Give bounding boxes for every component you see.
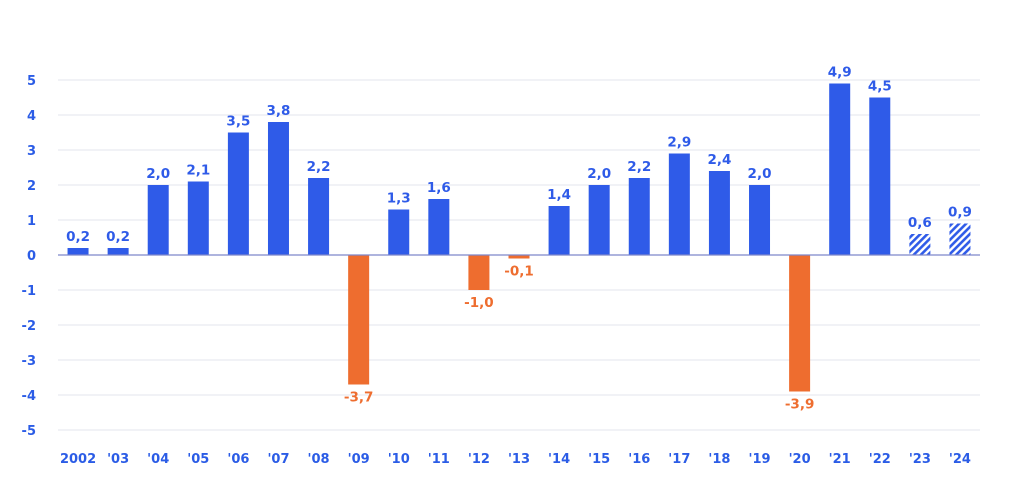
x-tick-label: '14 — [548, 452, 570, 467]
data-label: 0,2 — [66, 229, 90, 245]
x-tick-label: '22 — [869, 452, 891, 467]
y-tick-label: 4 — [27, 109, 36, 124]
data-label: 0,6 — [908, 215, 932, 231]
bar — [548, 206, 570, 255]
x-tick-label: '05 — [187, 452, 209, 467]
data-label: 2,2 — [627, 159, 651, 175]
data-label: 2,0 — [587, 166, 611, 182]
bar — [588, 185, 610, 255]
data-labels: 0,2 0,2 2,0 2,1 3,5 3,8 2,2 -3,7 1,3 1,6 -1,0 -0,1 1… — [66, 65, 972, 413]
y-tick-label: -3 — [22, 354, 36, 369]
data-label: 2,1 — [186, 163, 210, 179]
data-label: 1,3 — [387, 191, 411, 207]
bar — [428, 199, 450, 255]
x-tick-label: '10 — [388, 452, 410, 467]
bar — [628, 178, 650, 255]
x-tick-label: '18 — [708, 452, 730, 467]
bar — [267, 122, 289, 255]
x-tick-label: '21 — [829, 452, 851, 467]
x-tick-label: '08 — [308, 452, 330, 467]
bar — [949, 223, 971, 255]
data-label: 0,2 — [106, 229, 130, 245]
x-tick-label: '11 — [428, 452, 450, 467]
x-tick-label: '16 — [628, 452, 650, 467]
x-tick-label: '24 — [949, 452, 971, 467]
bars — [67, 83, 971, 392]
y-tick-label: -4 — [22, 389, 36, 404]
x-tick-label: '12 — [468, 452, 490, 467]
x-tick-label: '13 — [508, 452, 530, 467]
bar — [147, 185, 169, 255]
x-tick-label: '03 — [107, 452, 129, 467]
x-tick-label: '04 — [147, 452, 169, 467]
bar — [909, 234, 931, 255]
bar — [789, 255, 811, 392]
x-tick-label: '19 — [748, 452, 770, 467]
data-label: 2,0 — [748, 166, 772, 182]
bar — [749, 185, 771, 255]
y-tick-label: 2 — [27, 179, 36, 194]
data-label: -3,9 — [785, 397, 815, 413]
y-tick-label: 0 — [27, 249, 36, 264]
bar — [67, 248, 89, 255]
bar — [308, 178, 330, 255]
data-label: 2,2 — [307, 159, 331, 175]
data-label: 2,0 — [146, 166, 170, 182]
data-label: -0,1 — [504, 264, 534, 280]
data-label: -1,0 — [464, 295, 494, 311]
y-tick-label: 1 — [27, 214, 36, 229]
x-tick-label: 2002 — [60, 452, 96, 467]
data-label: 2,9 — [667, 135, 691, 151]
data-label: 1,6 — [427, 180, 451, 196]
bar — [227, 132, 249, 255]
data-label: 4,9 — [828, 65, 852, 81]
bar — [107, 248, 129, 255]
x-axis-ticks: 2002 '03 '04 '05 '06 '07 '08 '09 '10 '11 '12 '13 '14… — [60, 452, 971, 467]
data-label: 0,9 — [948, 205, 972, 221]
data-label: 3,5 — [226, 114, 250, 130]
data-label: 4,5 — [868, 79, 892, 95]
y-tick-label: -1 — [22, 284, 36, 299]
data-label: 1,4 — [547, 187, 571, 203]
bar — [708, 171, 730, 255]
gridlines — [58, 79, 980, 431]
x-tick-label: '06 — [227, 452, 249, 467]
x-tick-label: '20 — [789, 452, 811, 467]
data-label: 3,8 — [267, 103, 291, 119]
x-tick-label: '09 — [348, 452, 370, 467]
y-tick-label: 3 — [27, 144, 36, 159]
data-label: -3,7 — [344, 390, 374, 406]
y-axis-ticks: 5 4 3 2 1 0 -1 -2 -3 -4 -5 — [22, 74, 36, 439]
bar — [869, 97, 891, 255]
y-tick-label: -5 — [22, 424, 36, 439]
bar — [468, 255, 490, 290]
bar — [187, 181, 209, 255]
y-tick-label: 5 — [27, 74, 36, 89]
data-label: 2,4 — [707, 152, 731, 168]
bar — [829, 83, 851, 255]
bar — [668, 153, 690, 255]
y-tick-label: -2 — [22, 319, 36, 334]
bar — [348, 255, 370, 385]
x-tick-label: '23 — [909, 452, 931, 467]
x-tick-label: '15 — [588, 452, 610, 467]
x-tick-label: '17 — [668, 452, 690, 467]
bar — [508, 255, 530, 259]
x-tick-label: '07 — [267, 452, 289, 467]
bar — [388, 209, 410, 255]
